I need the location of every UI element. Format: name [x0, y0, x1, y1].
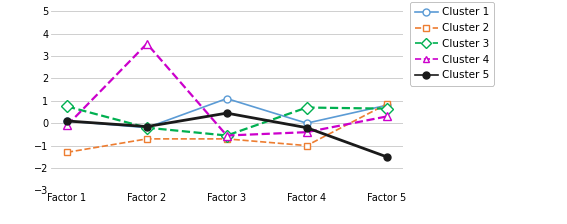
Line: Cluster 4: Cluster 4 [63, 39, 391, 140]
Cluster 4 [383, 115, 390, 118]
Cluster 5 [223, 112, 230, 114]
Cluster 4 [143, 42, 150, 45]
Cluster 3 [143, 126, 150, 129]
Cluster 3 [223, 134, 230, 137]
Cluster 5 [303, 126, 310, 129]
Cluster 1 [223, 97, 230, 100]
Cluster 2 [143, 138, 150, 140]
Legend: Cluster 1, Cluster 2, Cluster 3, Cluster 4, Cluster 5: Cluster 1, Cluster 2, Cluster 3, Cluster… [409, 2, 494, 86]
Cluster 5 [143, 125, 150, 128]
Cluster 3 [383, 107, 390, 110]
Cluster 2 [223, 138, 230, 140]
Cluster 5 [383, 155, 390, 158]
Cluster 4 [303, 131, 310, 134]
Line: Cluster 1: Cluster 1 [64, 95, 390, 131]
Line: Cluster 2: Cluster 2 [64, 101, 390, 156]
Cluster 2 [383, 103, 390, 106]
Cluster 3 [303, 106, 310, 109]
Cluster 3 [64, 105, 70, 108]
Cluster 4 [223, 134, 230, 137]
Cluster 2 [303, 144, 310, 147]
Cluster 1 [383, 104, 390, 107]
Line: Cluster 5: Cluster 5 [64, 110, 390, 160]
Cluster 1 [143, 126, 150, 129]
Cluster 1 [303, 122, 310, 125]
Cluster 5 [64, 120, 70, 122]
Cluster 2 [64, 151, 70, 154]
Cluster 4 [64, 124, 70, 127]
Line: Cluster 3: Cluster 3 [63, 102, 391, 140]
Cluster 1 [64, 120, 70, 122]
